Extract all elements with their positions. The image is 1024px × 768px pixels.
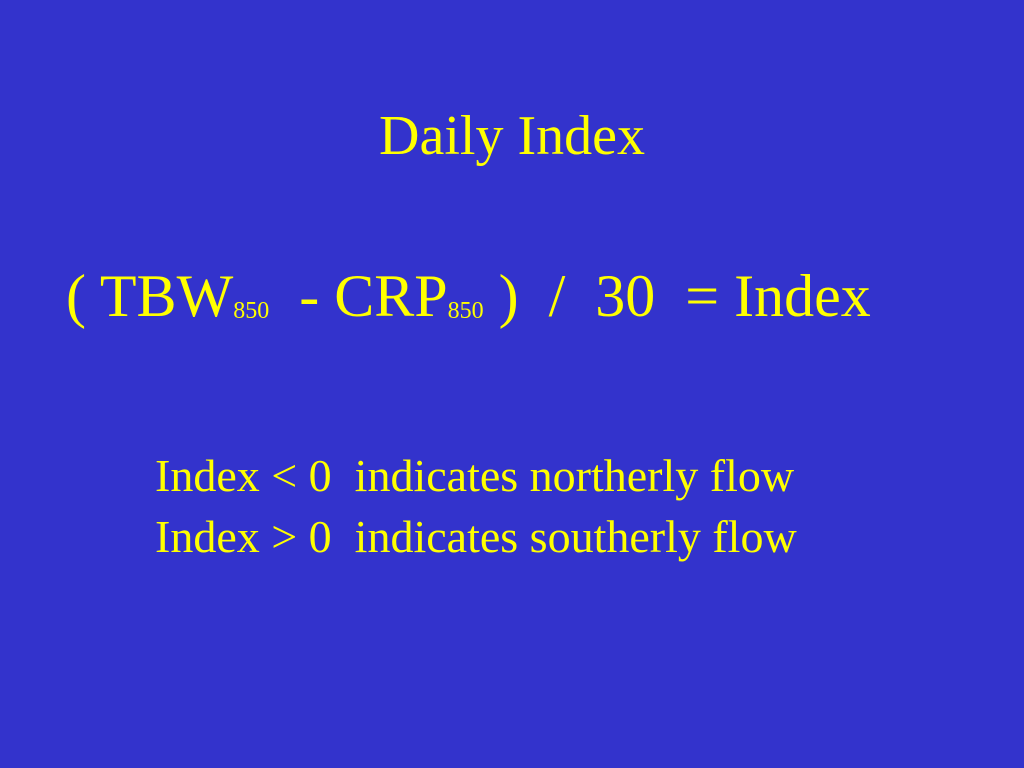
formula-term-crp-subscript: 850 [447, 298, 484, 324]
formula-equals: = [655, 263, 735, 329]
formula-divisor: 30 [595, 263, 656, 329]
formula-result: Index [734, 263, 871, 329]
formula-open-paren: ( [66, 263, 100, 329]
formula-divide: / [548, 263, 596, 329]
note-northerly-flow: Index < 0 indicates northerly flow [155, 450, 795, 501]
slide-title: Daily Index [379, 105, 645, 167]
formula-minus: - [269, 263, 335, 329]
formula-term-crp: CRP [334, 263, 448, 329]
formula-close-paren: ) [483, 263, 549, 329]
index-formula: ( TBW850 - CRP850 ) / 30 = Index [66, 262, 871, 345]
formula-term-tbw-subscript: 850 [233, 298, 270, 324]
note-southerly-flow: Index > 0 indicates southerly flow [155, 511, 797, 562]
formula-term-tbw: TBW [99, 263, 234, 329]
